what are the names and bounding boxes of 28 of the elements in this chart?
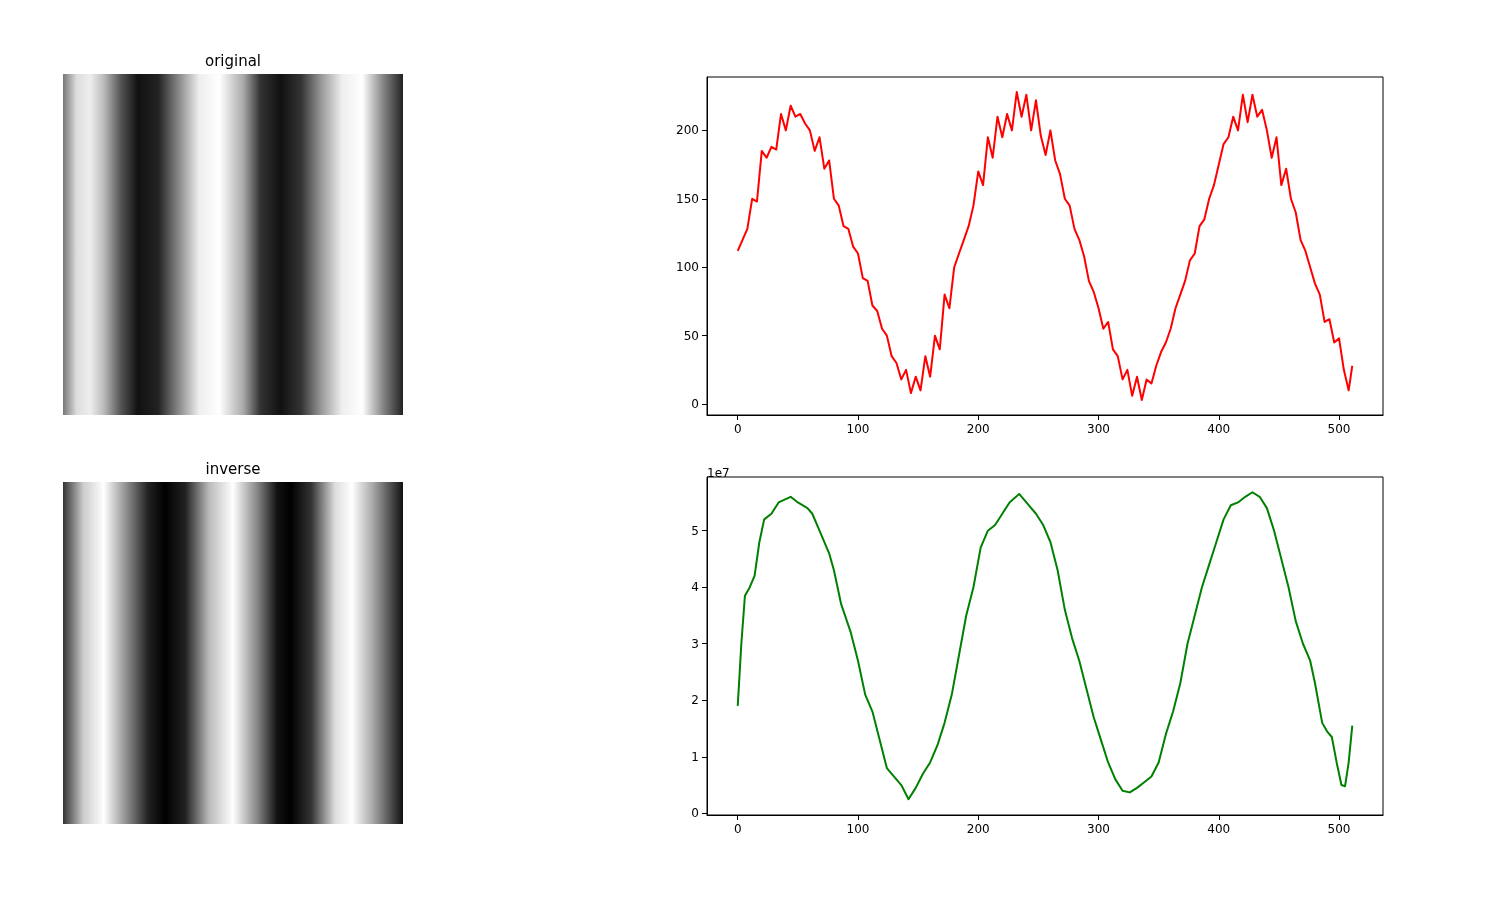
line-series xyxy=(736,91,1354,401)
text: original xyxy=(203,52,263,70)
y-tick-label: 200 xyxy=(676,123,699,138)
text: inverse xyxy=(204,460,262,478)
y-tick-label: 150 xyxy=(676,191,699,206)
x-tick-label: 300 xyxy=(1087,422,1110,436)
y-tick-label: 50 xyxy=(683,328,699,343)
x-tick-label: 0 xyxy=(733,822,742,836)
x-tick-label: 400 xyxy=(1207,822,1231,836)
x-tick-label: 200 xyxy=(966,422,990,436)
y-tick-label: 0 xyxy=(691,806,699,821)
x-tick-label: 200 xyxy=(966,822,990,836)
y-tick-label: 1 xyxy=(691,749,699,764)
y-tick-label: 100 xyxy=(676,260,699,275)
x-tick-label: 400 xyxy=(1207,422,1231,436)
x-tick-label: 500 xyxy=(1327,422,1351,436)
y-tick-label: 0 xyxy=(691,397,699,412)
x-tick-label: 300 xyxy=(1087,822,1110,836)
y-tick-label: 5 xyxy=(691,523,699,538)
y-tick-label: 3 xyxy=(691,636,699,651)
x-tick-label: 500 xyxy=(1327,822,1351,836)
y-tick-label: 2 xyxy=(691,693,699,708)
annotation: 1e7 xyxy=(707,466,730,480)
x-tick-label: 0 xyxy=(733,422,742,436)
line-series xyxy=(736,491,1354,801)
x-tick-label: 100 xyxy=(846,822,870,836)
y-tick-label: 4 xyxy=(691,580,699,595)
x-tick-label: 100 xyxy=(846,422,870,436)
